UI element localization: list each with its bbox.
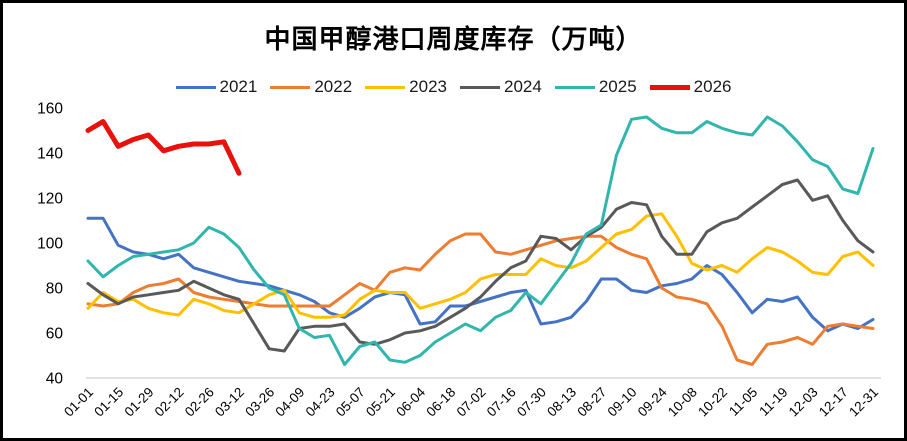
legend-swatch-2025 [554, 85, 595, 89]
chart-legend: 2021 2022 2023 2024 2025 2026 [3, 77, 904, 97]
legend-swatch-2024 [460, 85, 500, 89]
x-tick-label: 04-23 [303, 385, 338, 420]
y-tick-label: 100 [37, 236, 63, 253]
legend-item-2023: 2023 [365, 77, 447, 97]
legend-item-2026: 2026 [649, 77, 732, 97]
series-line-2023 [86, 212, 875, 319]
chart-title: 中国甲醇港口周度库存（万吨） [264, 24, 643, 54]
x-tick-label: 03-26 [242, 385, 277, 420]
legend-swatch-2026 [649, 84, 690, 90]
legend-label-2021: 2021 [219, 77, 258, 96]
x-tick-label: 11-19 [756, 385, 790, 419]
x-tick-label: 12-31 [846, 385, 881, 420]
x-tick-label: 07-02 [454, 385, 489, 420]
legend-label-2024: 2024 [504, 77, 542, 96]
x-tick-label: 08-13 [544, 385, 579, 420]
legend-label-2022: 2022 [314, 77, 353, 96]
x-tick-label: 06-18 [423, 385, 458, 420]
y-tick-label: 160 [37, 101, 63, 118]
x-tick-label: 12-17 [816, 385, 851, 420]
y-tick-label: 140 [37, 146, 63, 163]
legend-label-2026: 2026 [693, 77, 732, 96]
series-line-2021 [86, 216, 875, 333]
series-line-2025 [86, 115, 875, 366]
legend-label-2025: 2025 [598, 77, 637, 96]
legend-item-2022: 2022 [270, 77, 352, 97]
x-tick-label: 05-07 [333, 385, 368, 420]
legend-item-2021: 2021 [175, 77, 258, 97]
series-line-2026 [85, 119, 242, 176]
x-tick-label: 01-01 [61, 385, 96, 420]
y-tick-label: 60 [46, 326, 64, 343]
x-tick-label: 01-29 [121, 385, 156, 420]
x-tick-label: 07-30 [514, 385, 549, 420]
series-line-2024 [86, 178, 875, 353]
x-tick-label: 03-12 [212, 385, 247, 420]
x-tick-label: 12-03 [786, 385, 821, 420]
x-tick-label: 09-10 [605, 385, 640, 420]
series-line-2022 [86, 232, 875, 366]
legend-swatch-2022 [270, 85, 311, 89]
x-tick-label: 06-04 [393, 384, 428, 419]
x-tick-label: 05-21 [363, 385, 398, 420]
legend-swatch-2021 [175, 85, 216, 89]
x-tick-label: 11-05 [726, 385, 760, 419]
legend-label-2023: 2023 [409, 77, 447, 96]
x-tick-label: 09-24 [635, 384, 670, 419]
legend-item-2025: 2025 [554, 77, 637, 97]
plot-area: 40 60 80 100 120 140 160 01-0101-1501-2902-1202… [37, 101, 881, 420]
x-tick-label: 10-22 [695, 385, 730, 420]
legend-swatch-2023 [365, 85, 406, 89]
x-tick-label: 01-15 [91, 385, 126, 420]
legend-item-2024: 2024 [460, 77, 542, 97]
x-tick-label: 07-16 [484, 385, 519, 420]
y-tick-label: 120 [37, 191, 63, 208]
x-tick-label: 02-26 [182, 385, 217, 420]
x-tick-label: 10-08 [665, 385, 700, 420]
x-tick-label: 04-09 [272, 385, 307, 420]
x-tick-label: 08-27 [574, 385, 609, 420]
y-tick-label: 80 [46, 281, 64, 298]
x-tick-label: 02-12 [152, 385, 187, 420]
y-tick-label: 40 [46, 371, 64, 388]
